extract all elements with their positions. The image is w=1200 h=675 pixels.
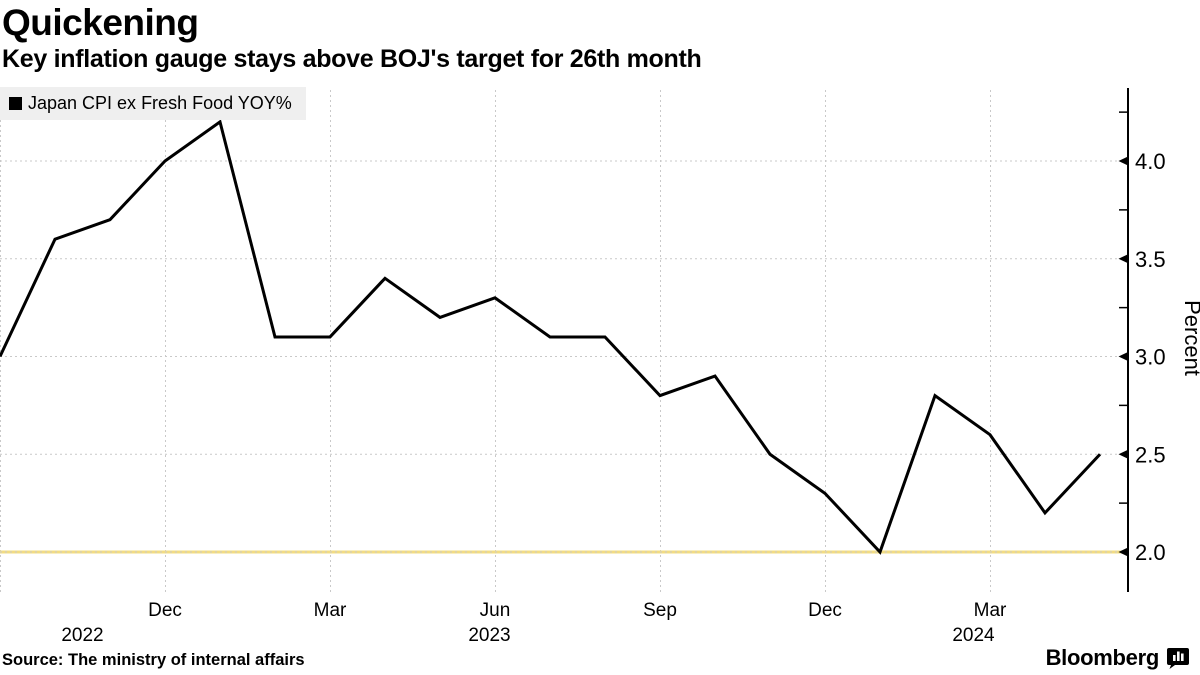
legend-label: Japan CPI ex Fresh Food YOY% bbox=[28, 93, 292, 113]
y-tick-label: 3.5 bbox=[1135, 247, 1166, 272]
y-tick-label: 2.5 bbox=[1135, 442, 1166, 467]
y-axis-title: Percent bbox=[1180, 300, 1200, 376]
y-major-tick-arrow bbox=[1118, 352, 1128, 361]
legend-swatch-icon bbox=[9, 97, 22, 110]
bloomberg-chart-icon bbox=[1167, 648, 1189, 669]
x-tick-label: Dec bbox=[148, 600, 182, 621]
x-year-label: 2023 bbox=[468, 625, 510, 646]
x-tick-label: Dec bbox=[808, 600, 842, 621]
chart-title: Quickening bbox=[2, 2, 199, 43]
x-year-label: 2022 bbox=[61, 625, 103, 646]
bloomberg-wordmark: Bloomberg bbox=[1045, 645, 1160, 670]
y-tick-label: 2.0 bbox=[1135, 540, 1166, 565]
bloomberg-logo: Bloomberg bbox=[1046, 645, 1190, 671]
y-tick-label: 3.0 bbox=[1135, 345, 1166, 370]
x-tick-label: Mar bbox=[314, 600, 347, 621]
x-tick-label: Sep bbox=[643, 600, 677, 621]
x-tick-label: Jun bbox=[480, 600, 511, 621]
cpi-series-line bbox=[0, 119, 1102, 555]
x-tick-label: Mar bbox=[974, 600, 1007, 621]
chart-subtitle: Key inflation gauge stays above BOJ's ta… bbox=[2, 45, 702, 73]
source-note: Source: The ministry of internal affairs bbox=[2, 651, 305, 669]
y-major-tick-arrow bbox=[1118, 254, 1128, 264]
legend: Japan CPI ex Fresh Food YOY% bbox=[0, 87, 306, 120]
y-major-tick-arrow bbox=[1118, 547, 1128, 557]
y-major-tick-arrow bbox=[1118, 449, 1128, 459]
y-tick-label: 4.0 bbox=[1135, 149, 1166, 174]
y-major-tick-arrow bbox=[1118, 156, 1128, 166]
x-year-label: 2024 bbox=[952, 625, 995, 646]
